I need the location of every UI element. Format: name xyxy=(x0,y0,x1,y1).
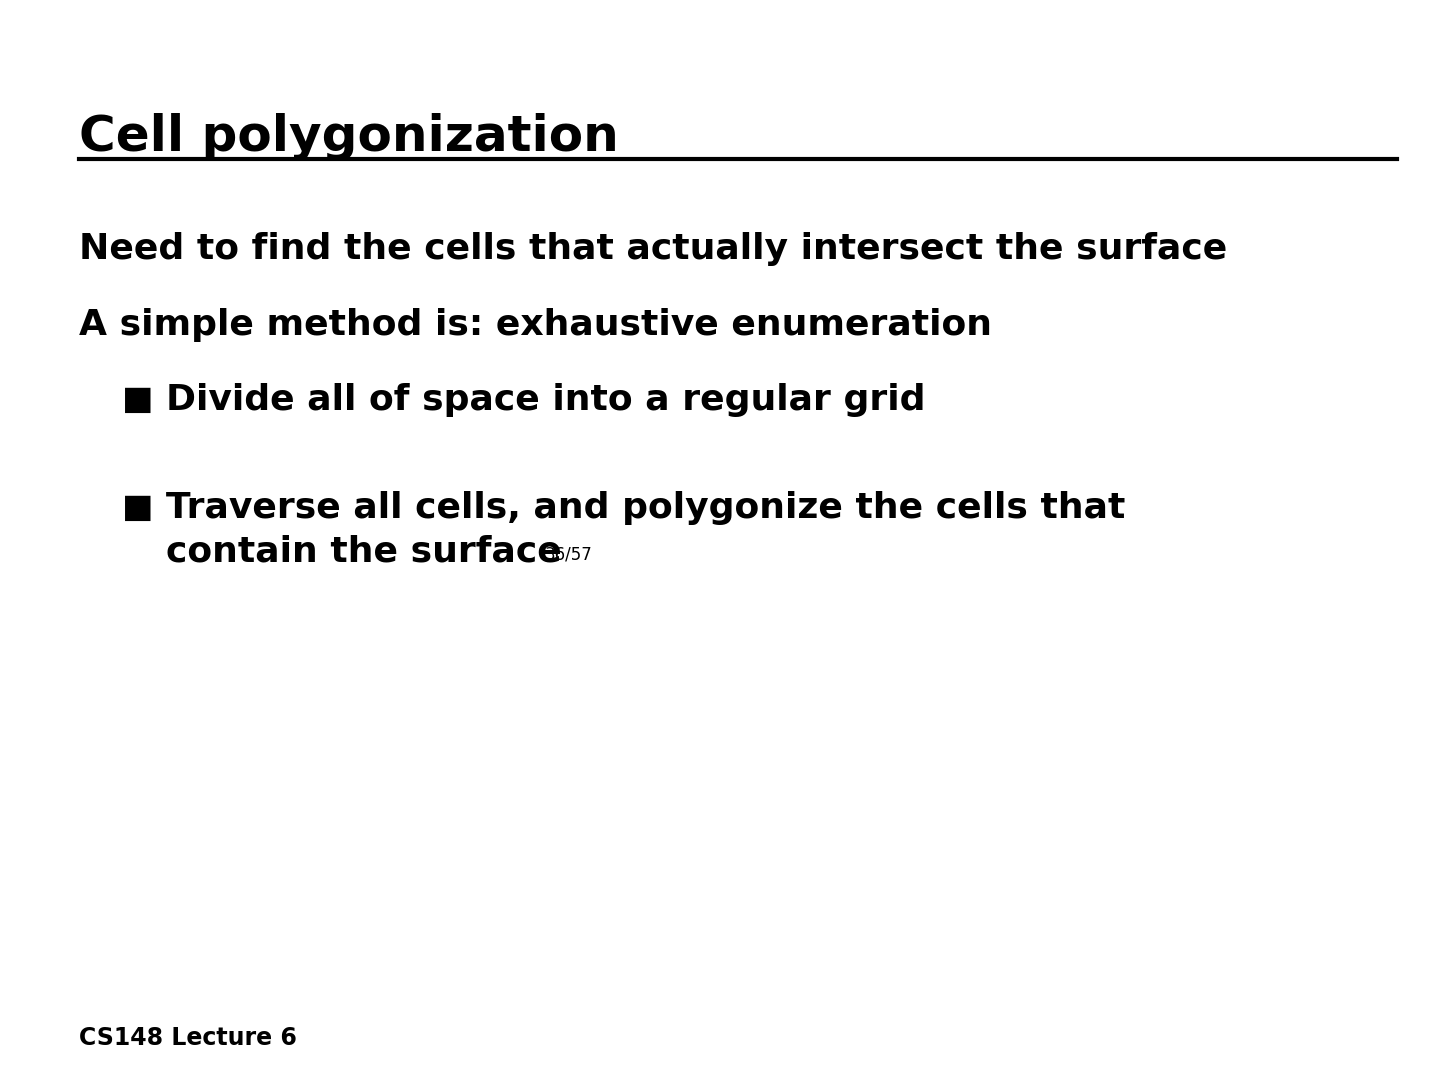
Text: A simple method is: exhaustive enumeration: A simple method is: exhaustive enumerati… xyxy=(79,308,992,341)
Text: Traverse all cells, and polygonize the cells that
contain the surface: Traverse all cells, and polygonize the c… xyxy=(166,491,1125,569)
Text: CS148 Lecture 6: CS148 Lecture 6 xyxy=(79,1026,297,1050)
Text: Divide all of space into a regular grid: Divide all of space into a regular grid xyxy=(166,383,924,417)
Text: Cell polygonization: Cell polygonization xyxy=(79,113,619,161)
Text: ■: ■ xyxy=(122,491,154,525)
Text: ■: ■ xyxy=(122,383,154,417)
Text: Need to find the cells that actually intersect the surface: Need to find the cells that actually int… xyxy=(79,232,1227,266)
Text: 36/57: 36/57 xyxy=(544,545,592,564)
